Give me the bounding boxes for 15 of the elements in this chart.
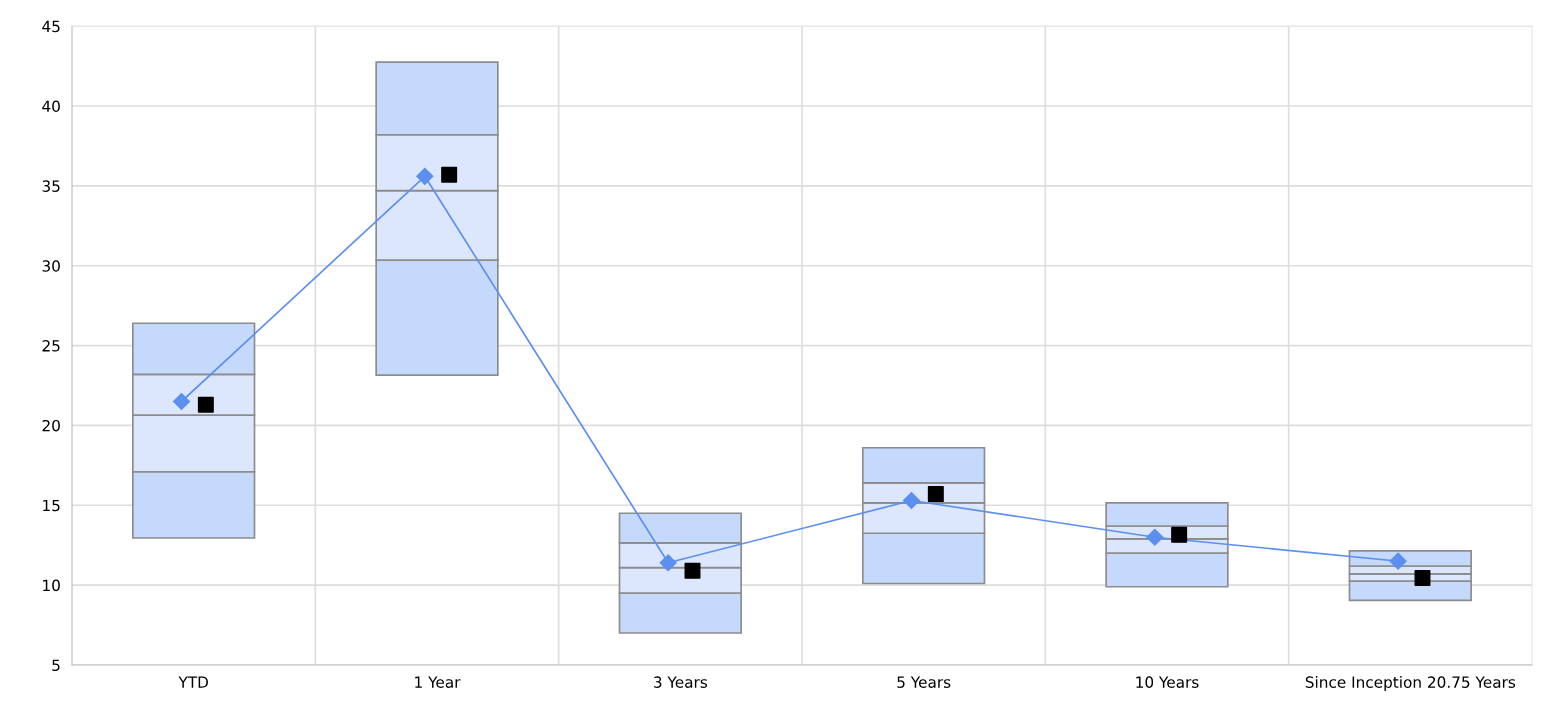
x-tick-label: 5 Years	[897, 676, 951, 688]
y-tick-label: 30	[42, 260, 60, 272]
x-tick-label: 1 Year	[415, 676, 461, 688]
y-tick-label: 25	[42, 340, 60, 352]
y-tick-label: 20	[42, 419, 60, 432]
y-tick-label: 35	[42, 180, 60, 192]
x-tick-label: 10 Years	[1136, 676, 1199, 688]
y-tick-label: 45	[42, 20, 60, 33]
x-tick-label: 3 Years	[654, 676, 708, 688]
y-tick-label: 15	[43, 499, 60, 512]
y-tick-label: 5	[52, 659, 60, 671]
x-tick-label: YTD	[178, 676, 208, 688]
y-tick-label: 40	[42, 100, 60, 113]
y-tick-label: 10	[43, 579, 60, 592]
x-tick-label: Since Inception 20.75 Years	[1305, 676, 1516, 691]
